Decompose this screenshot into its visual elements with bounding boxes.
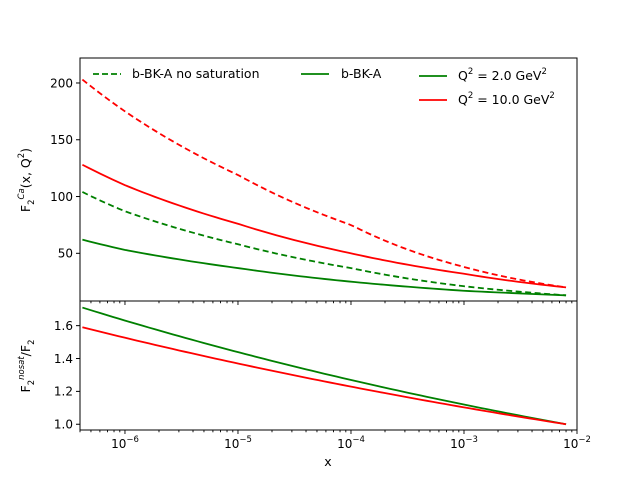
- bot-ytick-label: 1.2: [54, 385, 73, 399]
- top-series-line-0: [81, 78, 567, 289]
- legend-label-bbka: b-BK-A: [341, 66, 382, 81]
- bot-ytick-label: 1.6: [54, 319, 73, 333]
- top-ytick-label: 200: [50, 76, 73, 90]
- xtick-label: 10−3: [450, 435, 478, 451]
- bot-ytick-label: 1.4: [54, 352, 73, 366]
- top-series-line-1: [81, 163, 567, 289]
- x-axis-label: x: [324, 454, 331, 469]
- xtick-label: 10−6: [111, 435, 139, 451]
- top-ytick-label: 50: [58, 247, 73, 261]
- xtick-label: 10−5: [224, 435, 252, 451]
- top-y-axis-label: F2Ca(x, Q2): [17, 148, 37, 212]
- top-series-line-2: [81, 191, 567, 297]
- top-ytick-label: 150: [50, 133, 73, 147]
- top-panel: 50 100 150 200 b-BK-A no saturation b-BK-A …: [17, 57, 578, 302]
- xtick-label: 10−4: [337, 435, 365, 451]
- xtick-label: 10−2: [563, 435, 591, 451]
- legend-label-q2-10: Q2 = 10.0 GeV2: [458, 91, 555, 107]
- top-series-line-3: [82, 238, 567, 297]
- legend-label-q2-2: Q2 = 2.0 GeV2: [458, 67, 547, 83]
- bottom-y-axis-label: F2nosat/F2: [17, 339, 37, 392]
- bottom-panel: 1.0 1.2 1.4 1.6 10−6 10−5 10−4 10−3 10−2 F2nosa…: [17, 300, 591, 469]
- bot-ytick-label: 1.0: [54, 418, 73, 432]
- legend-label-nosat: b-BK-A no saturation: [132, 66, 260, 81]
- bot-series-line-1: [82, 326, 567, 426]
- legend: b-BK-A no saturation b-BK-A Q2 = 2.0 GeV…: [93, 66, 555, 107]
- top-ytick-label: 100: [50, 190, 73, 204]
- bottom-axes-frame: [79, 300, 578, 431]
- bot-series-line-0: [82, 306, 567, 426]
